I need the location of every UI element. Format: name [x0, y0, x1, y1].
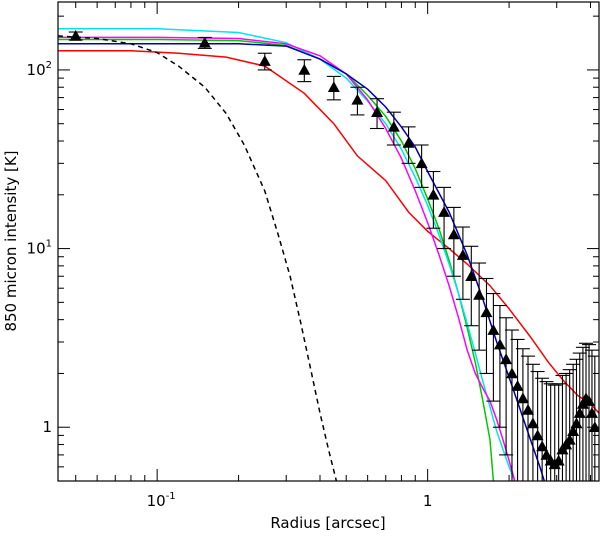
- data-point: [500, 353, 513, 365]
- data-point: [456, 249, 469, 260]
- data-point: [69, 29, 82, 41]
- x-tick-label: 1: [423, 492, 433, 510]
- data-point: [516, 392, 529, 404]
- x-axis-label: Radius [arcsec]: [270, 514, 385, 532]
- data-point: [402, 136, 415, 148]
- y-axis-label: 850 micron intensity [K]: [2, 150, 20, 331]
- data-point: [427, 188, 440, 200]
- data-point: [473, 288, 486, 300]
- data-point: [415, 157, 428, 169]
- y-tick-label: 1: [42, 418, 52, 436]
- data-point: [371, 106, 384, 117]
- data-point: [536, 440, 549, 452]
- axis-ticks: [58, 2, 599, 482]
- data-point: [438, 206, 451, 217]
- data-point: [588, 421, 599, 433]
- model-curve-3: [58, 28, 516, 481]
- y-tick-label: 101: [27, 239, 52, 258]
- observed-points: [68, 29, 599, 481]
- model-curve-2: [58, 38, 495, 481]
- data-point: [505, 367, 518, 379]
- data-point: [531, 429, 544, 441]
- data-point: [351, 93, 364, 105]
- plot-frame: [57, 1, 600, 482]
- data-point: [480, 306, 493, 318]
- data-point: [570, 417, 583, 429]
- data-point: [198, 36, 211, 48]
- data-point: [327, 81, 340, 93]
- y-tick-label: 102: [27, 60, 52, 79]
- model-curve-6: [58, 35, 338, 481]
- data-point: [526, 417, 539, 429]
- data-point: [522, 403, 535, 415]
- data-point: [511, 380, 524, 391]
- data-point: [493, 338, 506, 350]
- data-point: [465, 270, 478, 282]
- data-point: [258, 55, 271, 66]
- data-point: [447, 228, 460, 240]
- data-point: [387, 120, 400, 132]
- tick-labels: 10-1 1 1 101 102: [27, 60, 433, 510]
- model-curve-4: [58, 36, 516, 481]
- data-point: [552, 454, 565, 466]
- x-tick-label: 10-1: [147, 491, 176, 510]
- data-point: [487, 324, 500, 335]
- data-point: [298, 63, 311, 75]
